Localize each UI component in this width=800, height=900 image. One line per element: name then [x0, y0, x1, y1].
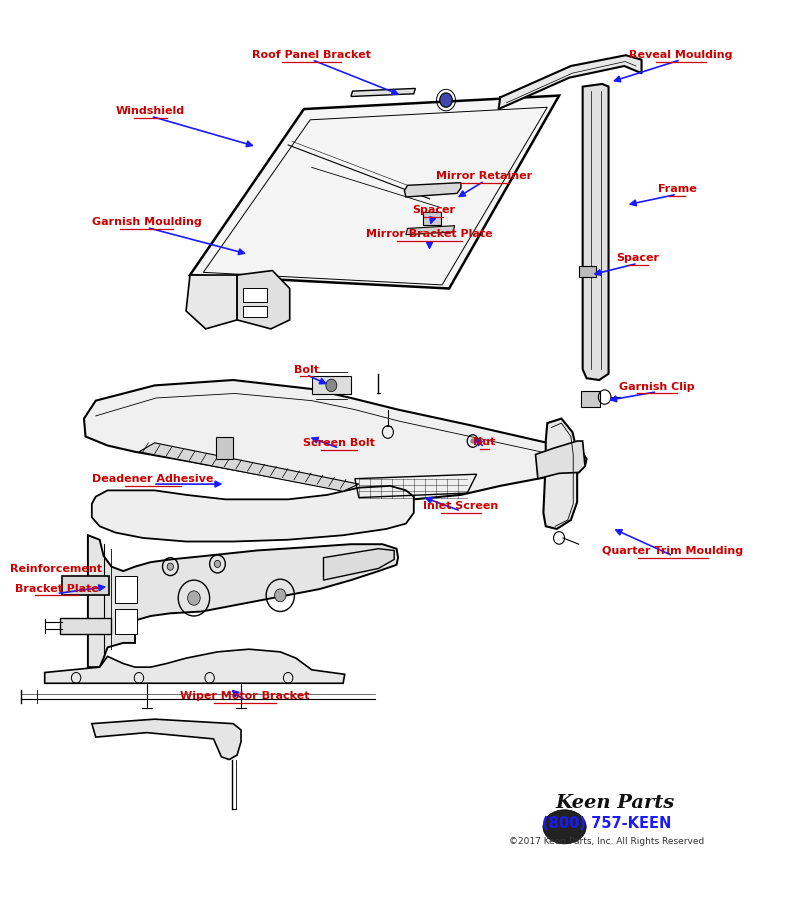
Bar: [423, 212, 441, 225]
Polygon shape: [88, 536, 398, 667]
Polygon shape: [351, 88, 415, 96]
Polygon shape: [237, 271, 290, 328]
Text: Frame: Frame: [658, 184, 696, 194]
Polygon shape: [498, 55, 642, 109]
Text: Bracket Plate: Bracket Plate: [14, 583, 98, 594]
Circle shape: [274, 589, 286, 602]
Bar: [115, 576, 138, 602]
Text: ©2017 Keen Parts, Inc. All Rights Reserved: ©2017 Keen Parts, Inc. All Rights Reserv…: [509, 837, 704, 846]
Bar: [216, 436, 233, 459]
Bar: [243, 289, 267, 302]
Text: Windshield: Windshield: [116, 106, 186, 116]
Bar: [581, 391, 600, 407]
Polygon shape: [404, 183, 461, 197]
Text: Garnish Moulding: Garnish Moulding: [92, 218, 202, 228]
Text: Spacer: Spacer: [616, 254, 659, 264]
Text: Deadener Adhesive: Deadener Adhesive: [92, 474, 214, 484]
Text: (800) 757-KEEN: (800) 757-KEEN: [542, 815, 671, 831]
Text: Roof Panel Bracket: Roof Panel Bracket: [252, 50, 371, 59]
Text: Reveal Moulding: Reveal Moulding: [629, 50, 733, 59]
Bar: [61, 617, 111, 634]
Ellipse shape: [543, 810, 586, 844]
Polygon shape: [323, 549, 394, 580]
Text: Spacer: Spacer: [412, 205, 455, 215]
Text: Reinforcement: Reinforcement: [10, 563, 102, 574]
Text: Inlet Screen: Inlet Screen: [423, 501, 498, 511]
Polygon shape: [139, 443, 359, 491]
Polygon shape: [92, 486, 414, 542]
Polygon shape: [84, 380, 586, 500]
Polygon shape: [45, 649, 345, 683]
Polygon shape: [186, 275, 237, 328]
Polygon shape: [543, 418, 577, 529]
Text: Keen Parts: Keen Parts: [555, 794, 674, 812]
Bar: [62, 576, 109, 596]
Polygon shape: [535, 441, 585, 479]
Text: Nut: Nut: [474, 437, 496, 447]
Circle shape: [167, 563, 174, 571]
Bar: [312, 376, 351, 394]
Text: Bolt: Bolt: [294, 364, 318, 374]
Circle shape: [440, 93, 452, 107]
Bar: [115, 608, 138, 634]
Polygon shape: [92, 719, 241, 760]
Text: Screen Bolt: Screen Bolt: [303, 438, 375, 448]
Text: Garnish Clip: Garnish Clip: [619, 382, 695, 392]
Text: Mirror Retainer: Mirror Retainer: [437, 171, 533, 181]
Circle shape: [326, 379, 337, 392]
Circle shape: [214, 561, 221, 568]
Polygon shape: [406, 226, 454, 235]
Text: Quarter Trim Moulding: Quarter Trim Moulding: [602, 546, 743, 556]
Circle shape: [470, 438, 475, 444]
Polygon shape: [190, 95, 559, 289]
Polygon shape: [582, 84, 609, 380]
Text: Wiper Motor Bracket: Wiper Motor Bracket: [180, 691, 310, 701]
Bar: [243, 306, 267, 317]
Bar: [578, 266, 596, 277]
Text: Mirror Bracket Plate: Mirror Bracket Plate: [366, 230, 493, 239]
Circle shape: [188, 591, 200, 605]
